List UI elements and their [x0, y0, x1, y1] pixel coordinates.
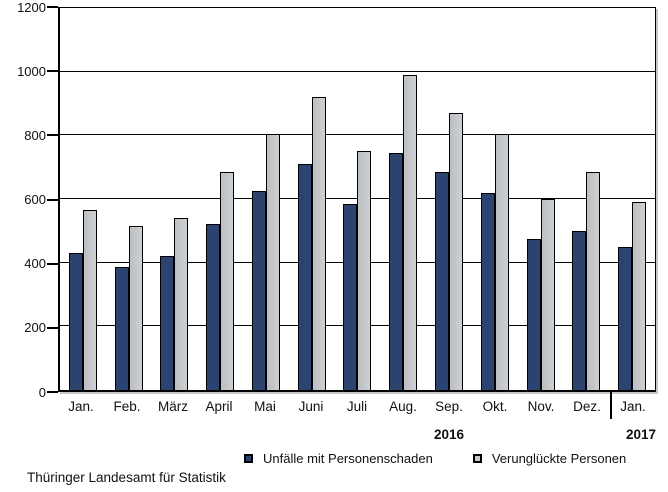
year-separator-line [610, 392, 612, 419]
gridline [60, 70, 655, 72]
month-label: Dez. [573, 399, 601, 414]
bar [220, 171, 235, 390]
bar [174, 218, 189, 390]
legend-swatch-unfaelle-icon [244, 454, 253, 463]
bar-group-5 [243, 8, 289, 390]
bar [82, 210, 97, 390]
month-label: Nov. [527, 399, 555, 414]
bar [128, 226, 143, 390]
legend-label-unfaelle: Unfälle mit Personenschaden [263, 451, 433, 466]
month-label: Jan. [68, 399, 94, 414]
bar [494, 133, 509, 390]
month-label: Juli [346, 399, 368, 414]
legend: Unfälle mit Personenschaden Verunglückte… [244, 451, 626, 466]
bar-group-7 [335, 8, 381, 390]
year-label-2016: 2016 [433, 427, 465, 442]
bar [586, 171, 601, 390]
month-label: Juni [298, 399, 324, 414]
y-tick [47, 198, 58, 201]
y-tick-label: 600 [24, 192, 46, 207]
bar-group-12 [563, 8, 609, 390]
bar [403, 74, 418, 390]
bar-group-6 [289, 8, 335, 390]
bar [68, 253, 83, 390]
legend-label-verungglueckte: Verunglückte Personen [491, 451, 627, 466]
bar-group-4 [197, 8, 243, 390]
bar-group-1 [60, 8, 106, 390]
y-tick [47, 391, 58, 393]
month-label: Mai [254, 399, 276, 414]
y-tick-label: 1200 [17, 0, 46, 15]
y-tick [47, 326, 58, 329]
bar [632, 202, 647, 390]
bar [540, 199, 555, 390]
source-attribution: Thüringer Landesamt für Statistik [27, 470, 226, 485]
month-label: März [158, 399, 188, 414]
bar-group-2 [106, 8, 152, 390]
month-label: Feb. [113, 399, 141, 414]
bar-group-9 [426, 8, 472, 390]
gridline [60, 134, 655, 136]
legend-item-unfaelle: Unfälle mit Personenschaden [244, 451, 433, 466]
bar [389, 152, 404, 390]
bar [357, 151, 372, 390]
bar-group-3 [152, 8, 198, 390]
bar [265, 133, 280, 390]
y-tick-label: 0 [38, 384, 46, 400]
month-label: Okt. [482, 399, 508, 414]
bar [480, 192, 495, 390]
y-tick [47, 262, 58, 265]
month-label: April [205, 399, 233, 414]
bar [449, 113, 463, 390]
bar [343, 203, 358, 390]
month-label: Aug. [389, 399, 417, 414]
bar [160, 256, 175, 390]
legend-swatch-verungglueckte-icon [472, 454, 482, 463]
y-tick-label: 200 [24, 320, 46, 336]
bar [311, 97, 326, 390]
bars-layer [60, 8, 655, 390]
bar-group-8 [380, 8, 426, 390]
y-tick [47, 6, 58, 8]
bar [297, 163, 312, 390]
bar-group-13 [609, 8, 655, 390]
legend-item-verungglueckte: Verunglückte Personen [472, 451, 627, 466]
y-tick-label: 400 [24, 256, 46, 272]
bar [114, 267, 129, 390]
month-label: Jan. [620, 399, 646, 414]
y-tick-label: 800 [24, 127, 46, 143]
bar [251, 191, 266, 390]
bar [435, 171, 449, 390]
bar [206, 224, 221, 390]
year-label-2017: 2017 [625, 427, 657, 442]
y-tick [47, 70, 58, 73]
month-label: Sep. [435, 399, 463, 414]
bar-group-11 [518, 8, 564, 390]
bar [618, 246, 633, 390]
plot-area [58, 7, 656, 392]
bar [572, 230, 587, 390]
y-tick-label: 1000 [17, 63, 46, 79]
y-tick [47, 134, 58, 137]
bar [526, 238, 541, 390]
bar-group-10 [472, 8, 518, 390]
